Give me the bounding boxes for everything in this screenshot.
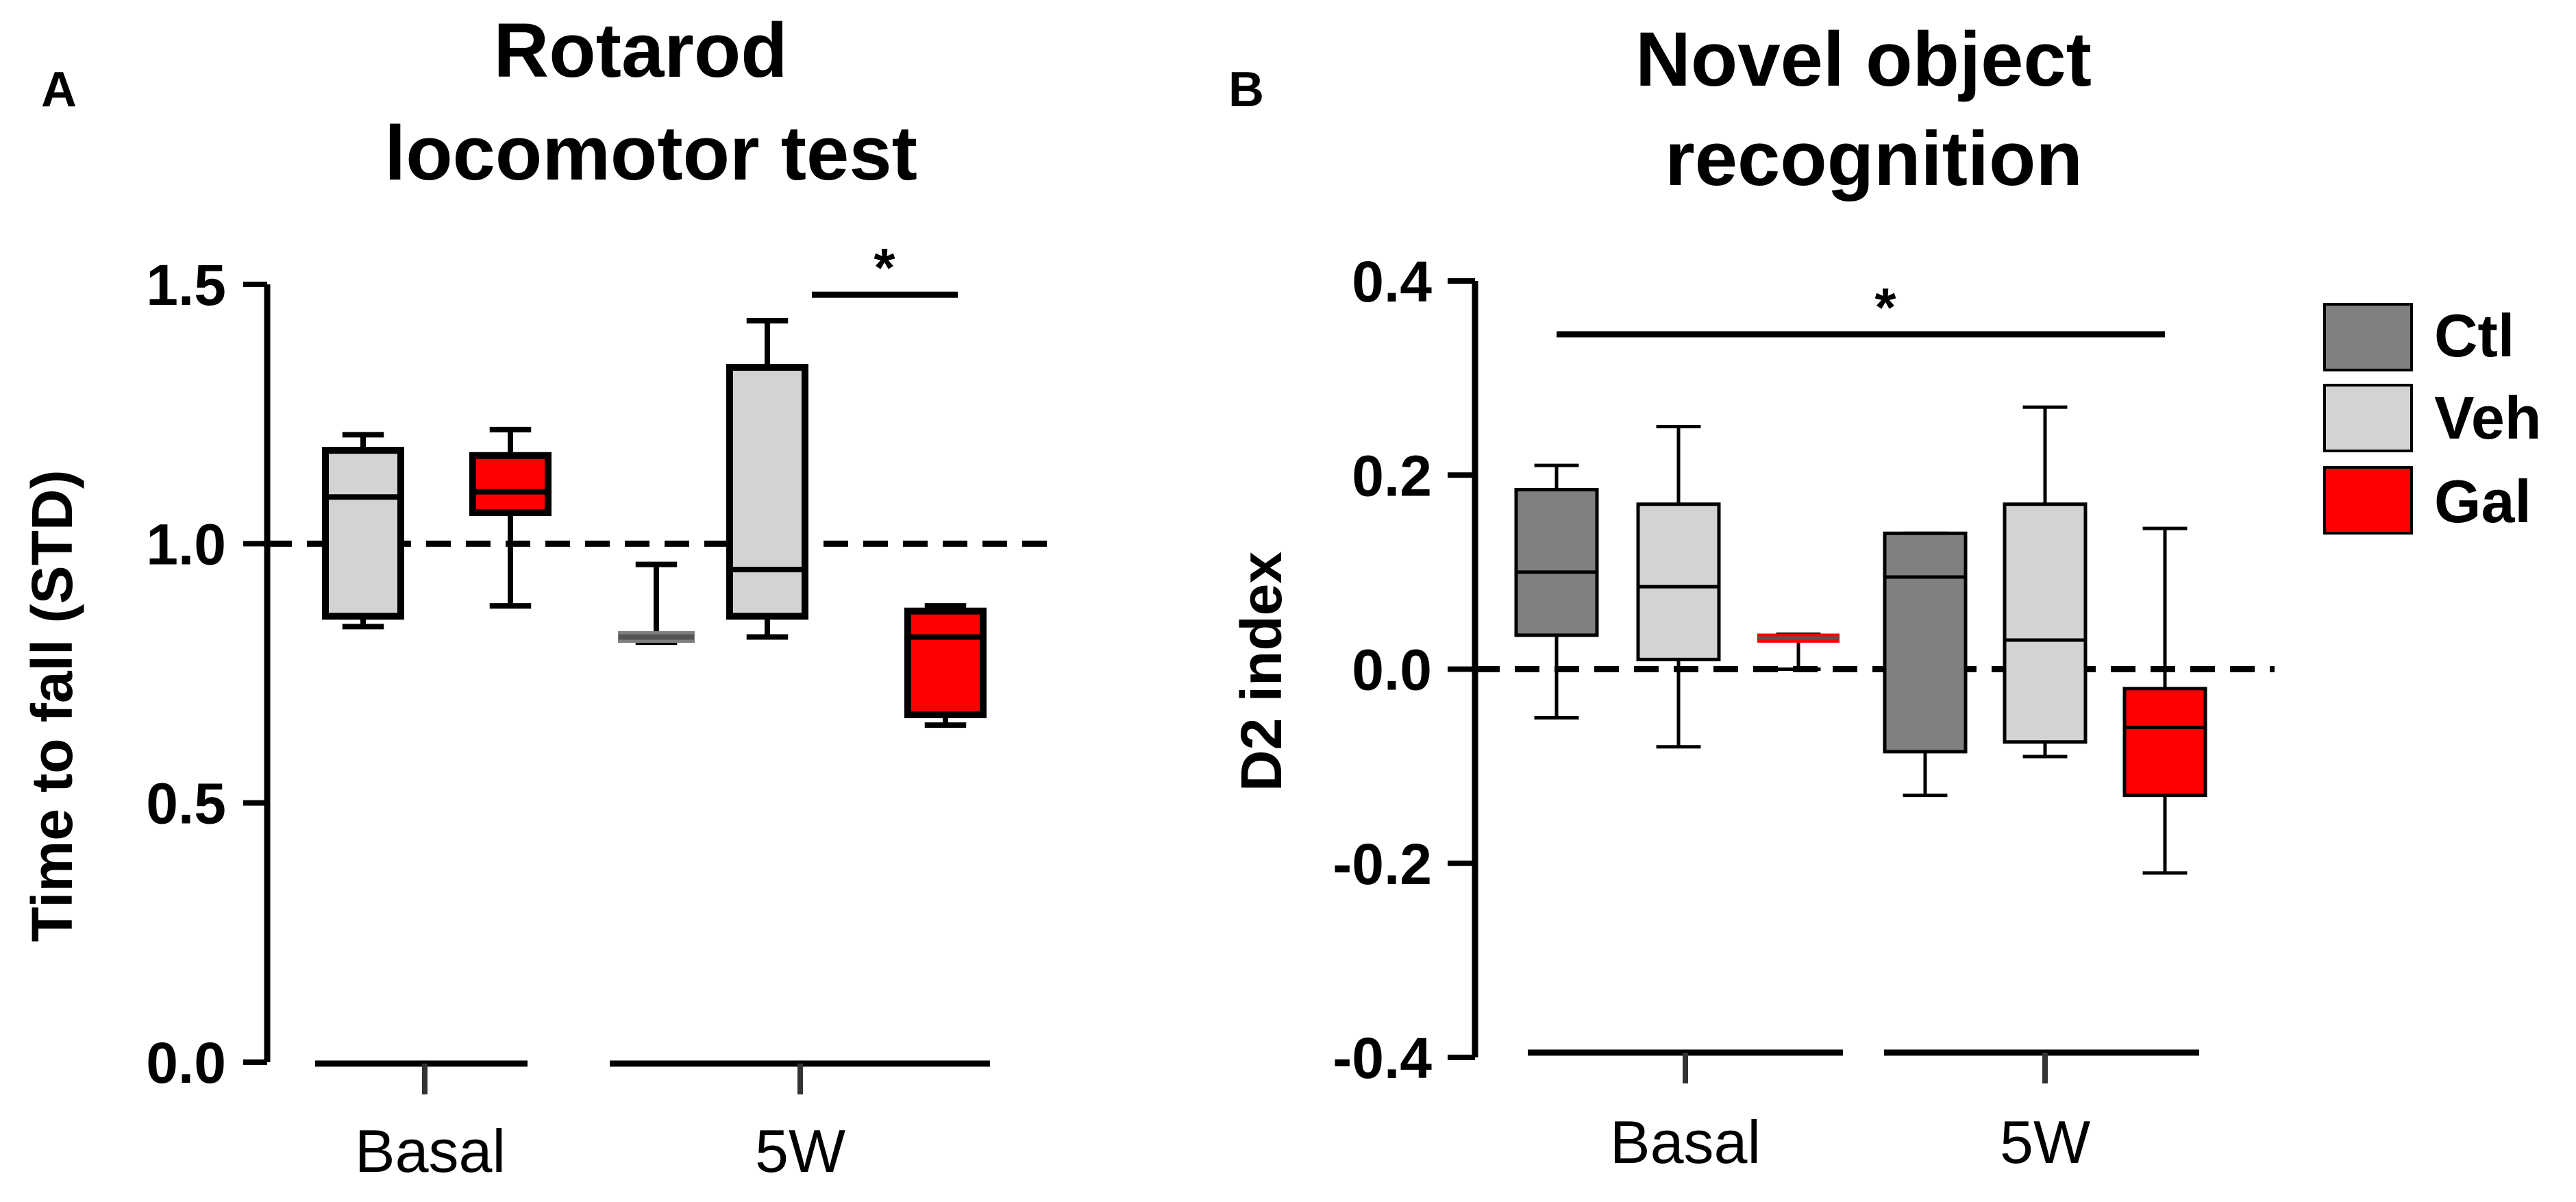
panel-a-letter: A [41,62,77,117]
panel-a-title-line-2: locomotor test [384,110,917,196]
panel-a-plot: 0.0 0.5 1.0 1.5 * [146,237,1062,1095]
panel-a-y-tick-label: 1.5 [146,253,226,317]
legend-swatch-ctl [2323,303,2413,371]
panel-a-category-basal: Basal [355,1117,506,1185]
legend-swatch-veh [2323,384,2413,452]
panel-b-box-gal [2122,687,2207,798]
panel-b-y-tick-label: -0.4 [1333,1026,1432,1090]
panel-a-box-gal [469,452,552,516]
panel-b-box-veh [2003,502,2088,744]
panel-a-significance-star: * [874,237,895,298]
panel-a: A Rotarod locomotor test Time to fall (S… [20,8,1062,1185]
panel-a-category-5w: 5W [755,1117,845,1185]
panel-b-title-line-1: Novel object [1635,16,2092,102]
panel-b-category-basal: Basal [1610,1108,1761,1176]
panel-b-significance-star: * [1874,277,1896,338]
panel-a-box-veh [322,447,404,620]
panel-a-y-tick-label: 1.0 [146,512,226,576]
legend: Ctl Veh Gal [2323,302,2542,535]
panel-b-box-ctl [1883,531,1968,754]
panel-b-box-veh [1636,502,1721,661]
legend-label-ctl: Ctl [2434,302,2514,369]
panel-b-plot: -0.4 -0.2 0.0 0.2 0.4 * [1333,249,2275,1090]
panel-b: B Novel object recognition D2 index -0.4… [1228,16,2275,1176]
legend-label-gal: Gal [2434,467,2531,535]
panel-b-category-5w: 5W [2000,1108,2090,1176]
panel-b-y-axis-label: D2 index [1229,552,1293,792]
panel-b-y-tick-label: 0.2 [1352,443,1432,508]
panel-b-letter: B [1228,62,1264,117]
panel-b-y-tick-label: 0.0 [1352,638,1432,702]
panel-a-box-veh [726,364,808,620]
panel-a-box-gal [904,607,987,719]
legend-swatch-gal [2323,466,2413,535]
legend-label-veh: Veh [2434,384,2542,452]
panel-a-y-tick-label: 0.5 [146,772,226,836]
panel-a-y-tick-label: 0.0 [146,1031,226,1095]
panel-a-title-line-1: Rotarod [493,8,787,93]
panel-a-y-axis-label: Time to fall (STD) [20,469,84,942]
panel-b-y-tick-label: 0.4 [1352,249,1432,314]
panel-b-box-ctl [1514,487,1599,637]
panel-b-y-tick-label: -0.2 [1333,832,1432,896]
panel-b-title-line-2: recognition [1665,116,2083,201]
